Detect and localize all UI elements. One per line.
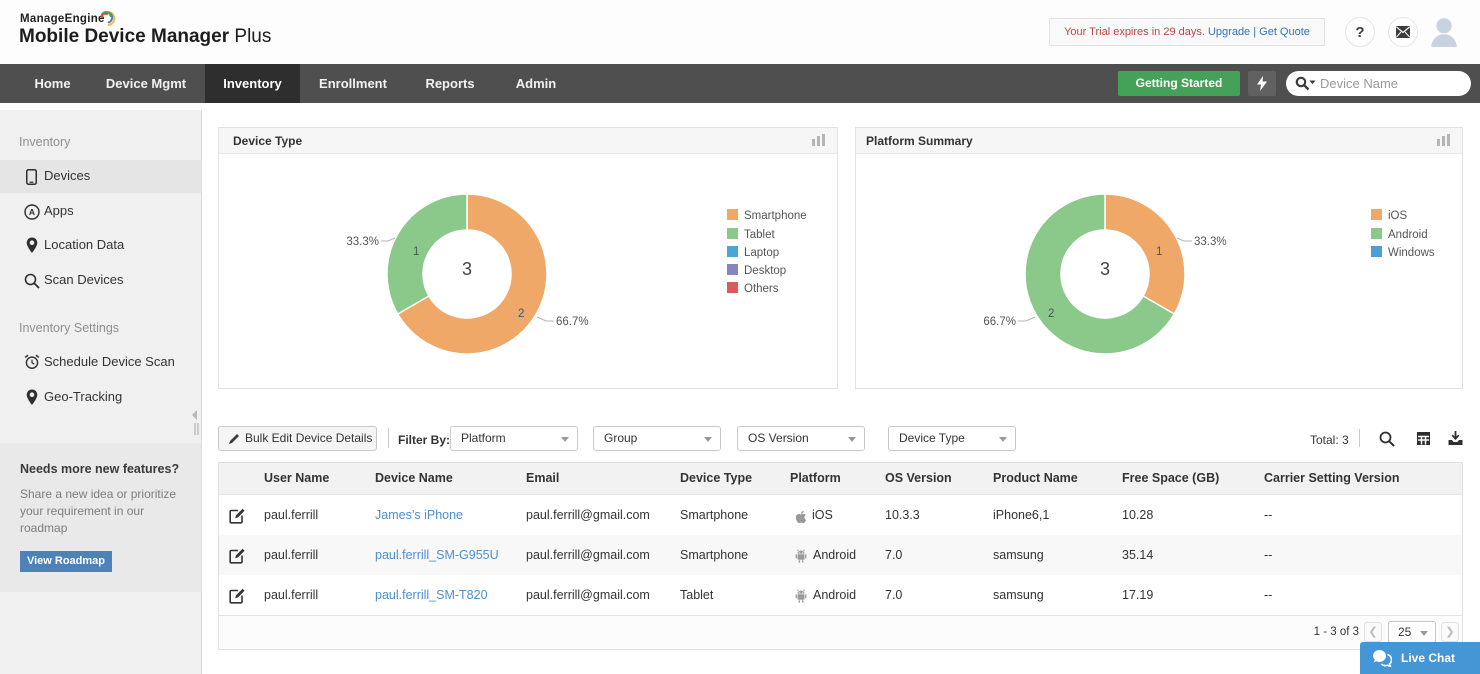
svg-text:Desktop: Desktop bbox=[744, 265, 786, 277]
svg-text:Tablet: Tablet bbox=[744, 229, 775, 241]
svg-text:Others: Others bbox=[744, 283, 779, 295]
svg-text:A: A bbox=[29, 207, 35, 217]
svg-text:33.3%: 33.3% bbox=[346, 236, 379, 248]
svg-text:66.7%: 66.7% bbox=[556, 316, 589, 328]
svg-text:33.3%: 33.3% bbox=[1194, 236, 1227, 248]
svg-text:Laptop: Laptop bbox=[744, 247, 779, 259]
svg-text:2: 2 bbox=[1048, 308, 1054, 320]
svg-text:3: 3 bbox=[462, 259, 472, 279]
svg-text:1: 1 bbox=[1156, 246, 1162, 258]
svg-text:2: 2 bbox=[518, 308, 524, 320]
svg-text:Windows: Windows bbox=[1388, 247, 1435, 259]
svg-text:1: 1 bbox=[413, 246, 419, 258]
svg-text:iOS: iOS bbox=[1388, 210, 1408, 222]
svg-text:Smartphone: Smartphone bbox=[744, 210, 807, 222]
svg-text:3: 3 bbox=[1100, 259, 1110, 279]
svg-text:Android: Android bbox=[1388, 229, 1428, 241]
svg-text:66.7%: 66.7% bbox=[983, 316, 1016, 328]
